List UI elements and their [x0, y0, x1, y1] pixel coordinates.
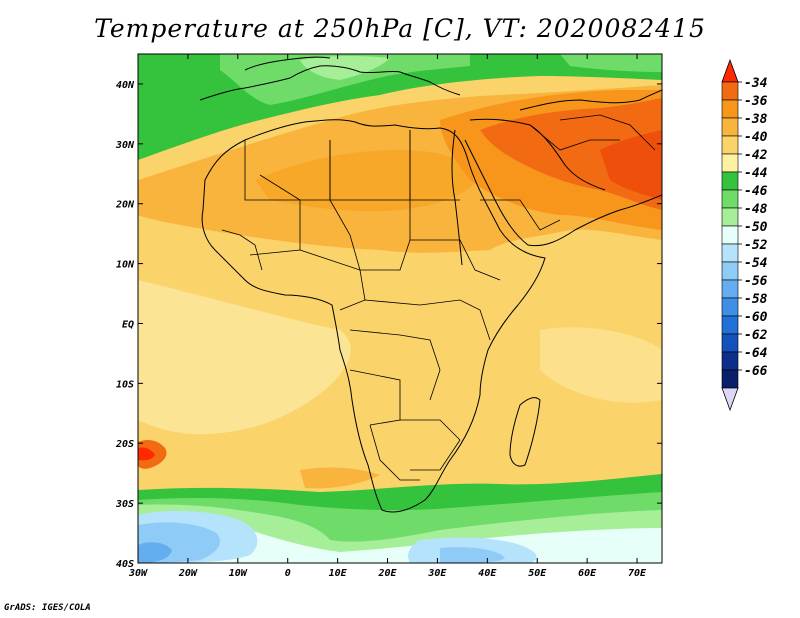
- colorbar-label: -66: [744, 364, 768, 379]
- lon-tick-label: 20W: [178, 568, 198, 579]
- map-frame: [137, 53, 663, 564]
- colorbar-swatch: [721, 135, 739, 155]
- colorbar-label: -58: [744, 292, 768, 307]
- longitude-axis: 30W 20W 10W 0 10E 20E 30E 40E 50E 60E 70E: [128, 54, 647, 579]
- colorbar-swatch: [721, 333, 739, 353]
- colorbar-swatch: [721, 297, 739, 317]
- lat-tick-label: 20N: [115, 200, 135, 211]
- colorbar-swatch: [721, 207, 739, 227]
- lon-tick-label: 60E: [578, 568, 597, 579]
- colorbar-bottom-arrow: [721, 387, 739, 412]
- lon-tick-label: 30E: [427, 568, 447, 579]
- colorbar-swatch: [721, 171, 739, 191]
- colorbar-label: -36: [744, 94, 768, 109]
- colorbar-label: -50: [744, 220, 768, 235]
- colorbar-swatch: [721, 261, 739, 281]
- lat-tick-label: 30N: [115, 140, 135, 151]
- colorbar-label: -48: [744, 202, 768, 217]
- colorbar-label: -42: [744, 148, 768, 163]
- country-borders: [221, 114, 656, 481]
- colorbar-swatch: [721, 315, 739, 335]
- map-title: Temperature at 250hPa [C], VT: 202008241…: [94, 14, 706, 43]
- colorbar-label: -56: [744, 274, 768, 289]
- colorbar-label: -46: [744, 184, 768, 199]
- colorbar-swatch: [721, 99, 739, 119]
- colorbar: -34 -36 -38 -40 -42 -44 -46 -48 -50 -52 -54 -56 -58 -…: [721, 58, 768, 412]
- lat-tick-label: 40S: [116, 559, 134, 570]
- colorbar-swatch: [721, 81, 739, 101]
- lon-tick-label: 20E: [377, 568, 397, 579]
- lon-tick-label: 70E: [628, 568, 647, 579]
- colorbar-swatch: [721, 351, 739, 371]
- lat-tick-label: 40N: [116, 80, 135, 91]
- colorbar-label: -60: [744, 310, 768, 325]
- colorbar-swatch: [721, 369, 739, 389]
- lon-tick-label: 40E: [478, 568, 497, 579]
- temperature-field: [138, 54, 662, 563]
- colorbar-label: -40: [744, 130, 768, 145]
- lon-tick-label: 50E: [528, 568, 547, 579]
- lat-tick-label: 10S: [116, 379, 134, 390]
- colorbar-label: -44: [744, 166, 768, 181]
- latitude-axis: 40N 30N 20N 10N EQ 10S 20S 30S 40S: [115, 80, 662, 570]
- colorbar-top-arrow: [721, 58, 739, 83]
- lon-tick-label: 10W: [229, 568, 248, 579]
- colorbar-label: -62: [744, 328, 768, 343]
- lat-tick-label: 20S: [115, 439, 134, 450]
- lat-tick-label: EQ: [122, 319, 134, 330]
- colorbar-swatch: [721, 225, 739, 245]
- colorbar-swatch: [721, 279, 739, 299]
- lat-tick-label: 10N: [116, 260, 135, 271]
- lon-tick-label: 0: [285, 568, 291, 579]
- colorbar-label: -64: [744, 346, 768, 361]
- grads-credit: GrADS: IGES/COLA: [4, 603, 91, 613]
- colorbar-label: -34: [744, 76, 768, 91]
- colorbar-swatch: [721, 153, 739, 173]
- lon-tick-label: 10E: [329, 568, 348, 579]
- colorbar-label: -38: [744, 112, 768, 127]
- lat-tick-label: 30S: [115, 499, 134, 510]
- lon-tick-label: 30W: [128, 568, 148, 579]
- colorbar-label: -54: [744, 256, 768, 271]
- colorbar-swatch: [721, 117, 739, 137]
- colorbar-label: -52: [744, 238, 768, 253]
- colorbar-swatch: [721, 189, 739, 209]
- colorbar-swatch: [721, 243, 739, 263]
